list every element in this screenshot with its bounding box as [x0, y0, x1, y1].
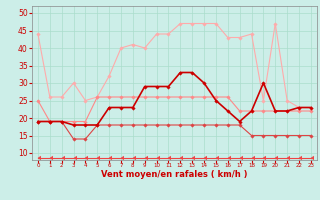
X-axis label: Vent moyen/en rafales ( km/h ): Vent moyen/en rafales ( km/h ): [101, 170, 248, 179]
